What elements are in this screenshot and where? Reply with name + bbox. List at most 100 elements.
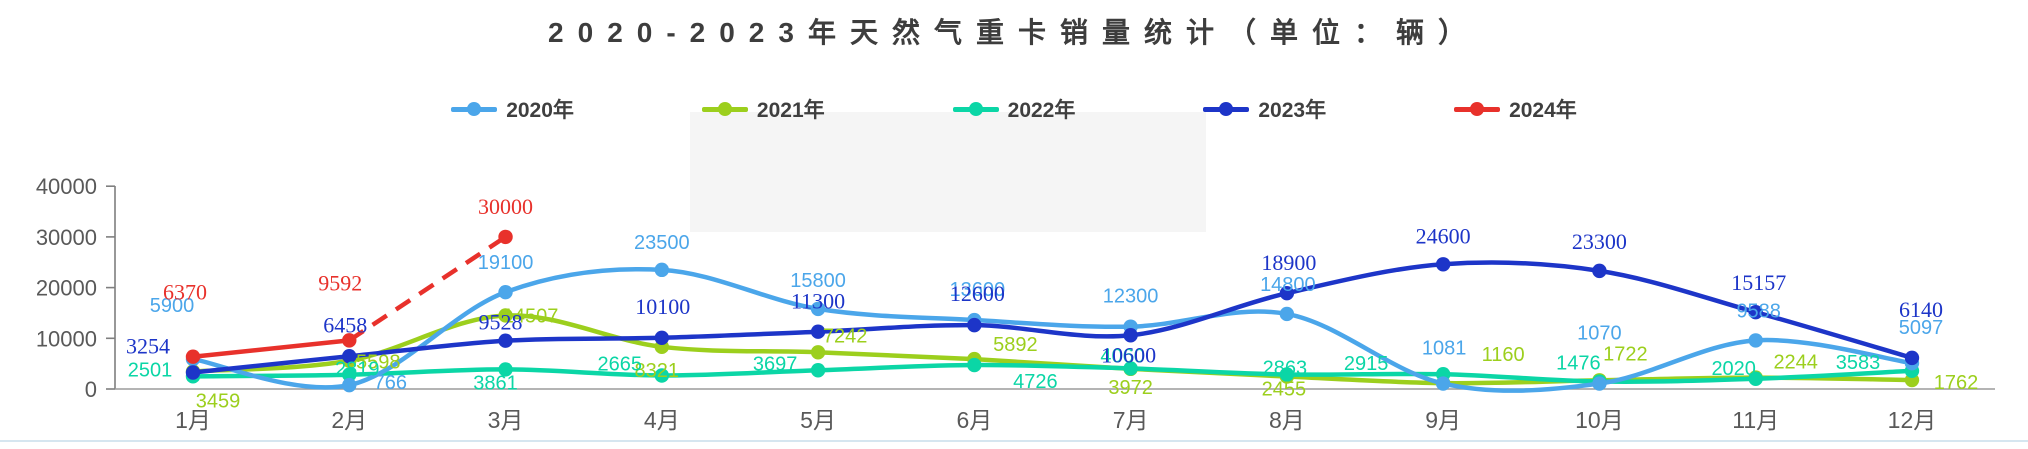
legend-line-dot-icon — [1203, 101, 1250, 117]
data-point-label: 30000 — [478, 194, 533, 219]
data-point-label: 2665 — [598, 353, 643, 375]
data-point-label: 12600 — [950, 281, 1005, 306]
data-point-label: 2501 — [128, 359, 173, 381]
data-point-marker — [342, 377, 357, 393]
x-tick-label: 1月 — [175, 407, 211, 433]
data-point-label: 1160 — [1482, 344, 1525, 366]
legend-item-2021年[interactable]: 2021年 — [701, 94, 825, 124]
legend-item-2020年[interactable]: 2020年 — [451, 94, 574, 124]
y-tick-label: 10000 — [36, 326, 97, 351]
data-point-marker — [1748, 371, 1763, 386]
data-point-label: 6140 — [1899, 297, 1943, 322]
data-point-label: 11300 — [791, 289, 845, 314]
data-point-marker — [185, 349, 201, 364]
x-tick-label: 7月 — [1113, 407, 1149, 433]
data-point-marker — [810, 363, 826, 378]
data-point-label: 9592 — [318, 270, 362, 295]
data-point-label: 5892 — [993, 334, 1038, 356]
data-point-label: 4726 — [1013, 371, 1058, 393]
y-tick-label: 40000 — [36, 174, 97, 199]
series-2024年 — [185, 229, 513, 364]
data-point-marker — [1904, 350, 1920, 366]
x-tick-label: 10月 — [1575, 407, 1624, 433]
data-point-label: 5598 — [356, 352, 401, 374]
data-point-label: 10100 — [635, 294, 690, 319]
x-tick-label: 9月 — [1425, 407, 1461, 433]
data-point-marker — [1748, 333, 1763, 348]
data-point-marker — [498, 229, 513, 245]
data-point-marker — [810, 345, 826, 360]
data-point-marker — [342, 349, 357, 364]
data-point-label: 2244 — [1773, 352, 1818, 374]
legend-label: 2023年 — [1258, 99, 1327, 122]
data-point-label: 5900 — [150, 295, 195, 317]
chart-title: 2020-2023年天然气重卡销量统计（单位：辆） — [548, 17, 1480, 48]
data-point-marker — [498, 362, 513, 377]
legend-line-dot-icon — [952, 101, 999, 117]
data-point-marker — [185, 365, 201, 380]
data-point-marker — [1279, 285, 1295, 301]
data-point-label: 766 — [374, 372, 407, 394]
series-labels-2022年: 2501 2819 3861 2665 3697 4726 4060 2863 2915 1476… — [128, 345, 1880, 394]
y-tick-label: 30000 — [36, 225, 97, 250]
data-point-label: 2819 — [335, 359, 380, 381]
data-point-label: 10600 — [1101, 342, 1156, 367]
data-point-marker — [967, 317, 982, 333]
chart-legend: 2020年 2021年 2022年 2023年 2024年 — [0, 94, 2028, 124]
data-point-label: 12300 — [1103, 286, 1159, 308]
data-point-label: 19100 — [478, 252, 534, 274]
series-2023年 — [185, 257, 1920, 380]
legend-line-dot-icon — [451, 101, 498, 117]
data-point-marker — [1279, 306, 1295, 322]
data-point-marker — [1748, 304, 1763, 320]
data-point-label: 3972 — [1108, 377, 1153, 399]
watermark-blank-box — [690, 112, 1206, 232]
data-point-marker — [498, 308, 513, 323]
data-point-marker — [342, 333, 357, 348]
data-point-marker — [1592, 263, 1607, 279]
data-point-label: 23300 — [1572, 229, 1627, 254]
legend-label: 2020年 — [506, 99, 574, 122]
data-point-label: 2863 — [1263, 357, 1308, 379]
data-point-marker — [654, 368, 670, 383]
data-point-label: 3583 — [1836, 352, 1881, 374]
data-point-marker — [1435, 376, 1451, 391]
data-point-marker — [810, 301, 826, 317]
data-point-label: 2455 — [1262, 379, 1307, 401]
legend-item-2024年[interactable]: 2024年 — [1454, 94, 1577, 124]
x-tick-label: 8月 — [1269, 407, 1305, 433]
axes: 0 10000 20000 30000 40000 1月 2月 3月 4月 5月 6月 7月 8月 9月 1… — [36, 174, 1995, 433]
x-tick-label: 2月 — [331, 407, 367, 433]
data-point-label: 1762 — [1934, 372, 1979, 394]
data-point-label: 6370 — [163, 280, 207, 305]
legend-item-2022年[interactable]: 2022年 — [952, 94, 1075, 124]
data-point-label: 3697 — [753, 353, 798, 375]
data-point-label: 3459 — [196, 390, 241, 412]
data-point-label: 15157 — [1731, 270, 1786, 295]
data-point-label: 2915 — [1344, 353, 1389, 375]
data-point-marker — [810, 324, 826, 339]
x-tick-label: 4月 — [644, 407, 680, 433]
x-tick-label: 12月 — [1888, 407, 1937, 433]
data-point-label: 1070 — [1577, 323, 1622, 345]
legend-label: 2021年 — [756, 99, 825, 122]
chart-title-bar: 2020-2023年天然气重卡销量统计（单位：辆） — [8, 8, 2020, 54]
data-point-marker — [1279, 367, 1295, 382]
data-point-label: 14507 — [503, 305, 559, 327]
data-point-marker — [654, 262, 670, 278]
y-tick-label: 0 — [85, 377, 97, 402]
data-point-label: 23500 — [634, 232, 690, 254]
data-point-label: 7242 — [823, 325, 868, 347]
series-labels-2023年: 3254 6458 9528 10100 11300 12600 10600 18900 246… — [126, 223, 1943, 367]
data-point-label: 9528 — [479, 310, 523, 335]
series-labels-2024年: 6370 9592 30000 — [163, 194, 533, 305]
data-point-label: 9588 — [1736, 300, 1781, 322]
data-point-marker — [498, 333, 513, 348]
data-point-label: 24600 — [1416, 223, 1471, 248]
x-tick-label: 11月 — [1732, 407, 1779, 433]
data-point-label: 1476 — [1556, 353, 1601, 375]
legend-item-2023年[interactable]: 2023年 — [1203, 94, 1326, 124]
series-labels-2020年: 5900 766 19100 23500 15800 13600 12300 14800 108… — [150, 232, 1943, 394]
data-point-marker — [1123, 328, 1138, 343]
